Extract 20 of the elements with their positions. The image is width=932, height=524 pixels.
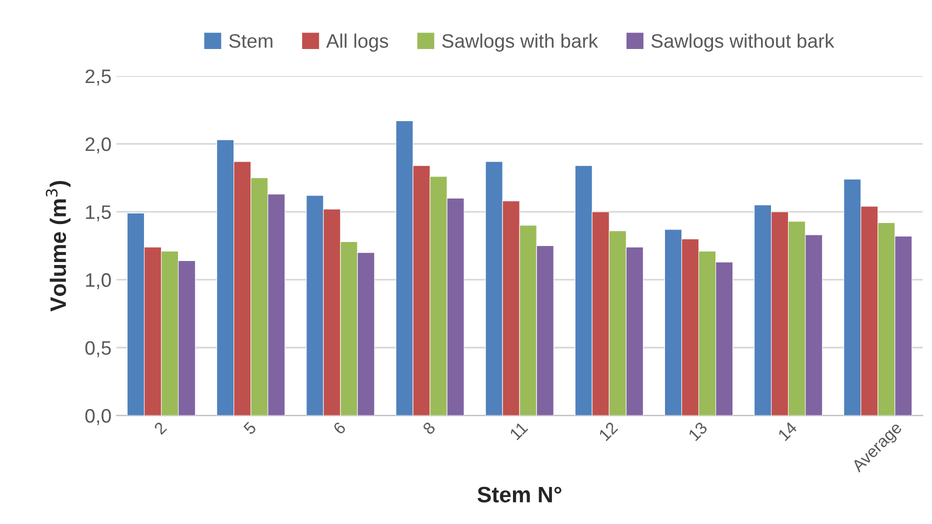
x-tick-label: 6 (332, 421, 346, 436)
x-tick-label: 12 (598, 421, 618, 442)
y-tick-label: 2,0 (86, 137, 111, 154)
x-tick-label: 13 (688, 421, 708, 442)
x-axis-title: Stem N° (478, 486, 562, 502)
x-tick-label: 14 (778, 421, 798, 442)
y-tick-label: 1,0 (86, 273, 111, 290)
x-tick-label: 5 (243, 421, 257, 436)
y-tick-label: 0,5 (85, 341, 111, 358)
legend-label: All logs (326, 34, 388, 52)
x-tick-label: 2 (153, 421, 168, 435)
legend-label: Sawlogs without bark (651, 34, 834, 52)
y-tick-label: 2,5 (86, 69, 111, 86)
legend-label: Stem (229, 34, 272, 48)
legend-label: Sawlogs with bark (442, 34, 598, 52)
y-axis-title: Volume (m$^{3}$) (46, 181, 70, 312)
y-tick-label: 1,5 (86, 205, 111, 222)
y-tick-label: 0,0 (85, 409, 111, 426)
x-tick-label: 8 (422, 421, 436, 436)
x-tick-label: 11 (509, 421, 528, 440)
